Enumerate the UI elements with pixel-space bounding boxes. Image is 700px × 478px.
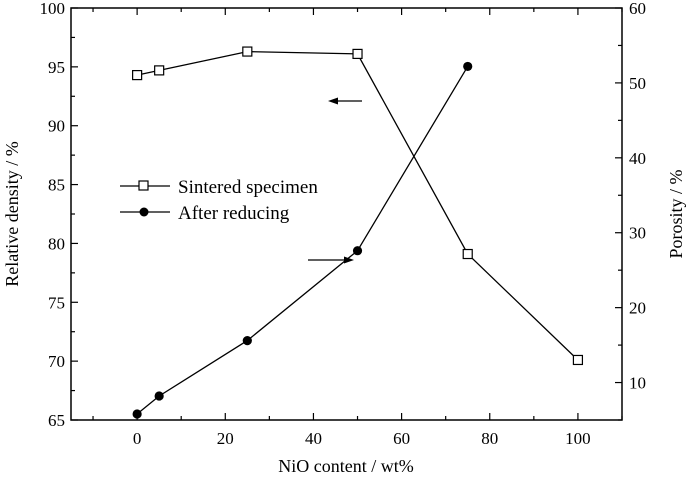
y-left-tick-label: 70	[48, 352, 65, 371]
x-tick-label: 40	[305, 429, 322, 448]
y-left-tick-label: 90	[48, 117, 65, 136]
data-point-reduced	[242, 335, 252, 346]
y-left-tick-label: 85	[48, 176, 65, 195]
x-tick-label: 80	[481, 429, 498, 448]
plot-frame	[70, 7, 623, 421]
legend-label-sintered: Sintered specimen	[178, 177, 318, 198]
y-right-tick-label: 50	[629, 74, 646, 93]
y-right-tick-label: 60	[629, 0, 646, 18]
data-point-sintered	[132, 69, 143, 81]
legend-marker-reduced	[139, 207, 149, 217]
legend-label-reduced: After reducing	[178, 203, 290, 224]
y-left-tick-label: 95	[48, 58, 65, 77]
arrows	[308, 97, 362, 264]
x-tick-label: 20	[217, 429, 234, 448]
data-point-sintered	[462, 248, 473, 260]
y-right-tick-label: 40	[629, 149, 646, 168]
data-point-sintered	[242, 46, 253, 57]
y-axis-left-title: Relative density / %	[2, 141, 22, 286]
y-axis-right-title: Porosity / %	[666, 169, 686, 258]
data-point-reduced	[352, 246, 363, 256]
data-point-sintered	[352, 48, 363, 60]
series-line-1	[136, 66, 469, 415]
x-tick-label: 60	[393, 429, 410, 448]
y-left-tick-label: 75	[48, 293, 65, 312]
x-axis-title: NiO content / wt%	[278, 456, 413, 476]
y-right-tick-label: 10	[629, 374, 646, 393]
y-left-tick-label: 65	[48, 411, 65, 430]
data-point-reduced	[463, 61, 473, 72]
arrow-to-left-axis-head	[328, 97, 338, 105]
y-left-tick-label: 100	[40, 0, 66, 18]
y-left-tick-label: 80	[48, 234, 65, 253]
y-right-tick-label: 20	[629, 299, 646, 318]
y-right-tick-label: 30	[629, 224, 646, 243]
ticks: 0 20 40 60 80 100 65 70 75 80 85 90 95 100 10 20 30 40 50 6…	[40, 0, 647, 448]
data-point-reduced	[132, 409, 142, 419]
series-layer	[132, 46, 584, 419]
arrow-to-right-axis-head	[344, 256, 354, 264]
legend-marker-sintered	[138, 180, 149, 191]
x-tick-label: 0	[133, 429, 142, 448]
legend: Sintered specimen After reducing	[120, 177, 318, 224]
x-tick-label: 100	[565, 429, 591, 448]
data-point-sintered	[572, 354, 584, 366]
data-point-sintered	[154, 65, 165, 76]
data-point-reduced	[154, 391, 164, 401]
